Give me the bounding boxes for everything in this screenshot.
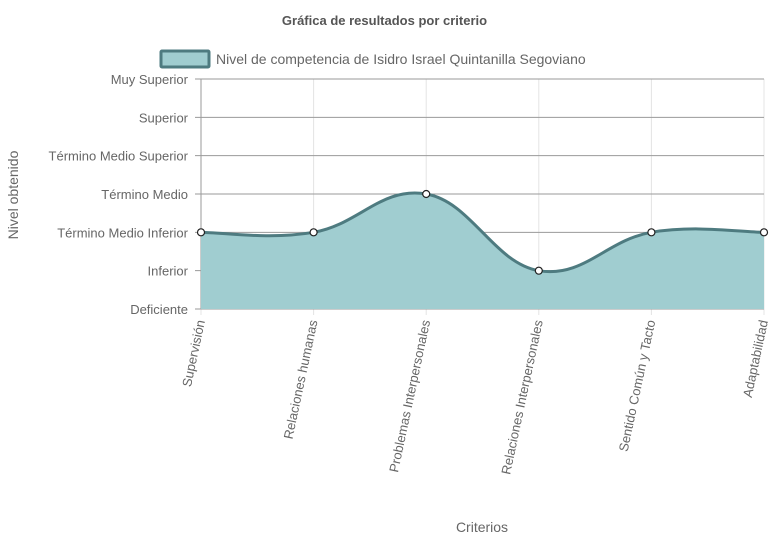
y-axis-ticks: Deficiente Inferior Término Medio Inferior… <box>49 72 189 317</box>
y-tick-label: Superior <box>139 110 189 125</box>
x-tick-label: Adaptabilidad <box>740 319 769 399</box>
data-point[interactable] <box>422 189 431 199</box>
data-point[interactable] <box>534 266 543 275</box>
x-tick-label: Sentido Común y Tacto <box>616 319 659 453</box>
y-tick-label: Inferior <box>148 264 189 279</box>
y-axis-title: Nivel obtenido <box>5 150 21 239</box>
x-tick-label: Problemas Interpersonales <box>386 318 433 474</box>
data-point[interactable] <box>309 228 318 237</box>
y-tick-label: Muy Superior <box>111 72 189 87</box>
chart-title: Gráfica de resultados por criterio <box>282 13 487 28</box>
legend-swatch[interactable] <box>159 49 211 69</box>
x-axis-title: Criterios <box>456 519 508 535</box>
x-tick-label: Relaciones humanas <box>281 318 321 440</box>
series-fill <box>201 192 764 309</box>
data-points <box>196 189 769 275</box>
data-point[interactable] <box>759 228 769 237</box>
x-axis-ticks: Supervisión Relaciones humanas Problemas I… <box>179 318 769 476</box>
legend-label: Nivel de competencia de Isidro Israel Qu… <box>216 51 586 67</box>
y-tick-label: Término Medio Superior <box>49 149 189 164</box>
series-area <box>200 191 765 309</box>
data-point[interactable] <box>196 228 206 237</box>
y-tick-label: Término Medio Inferior <box>57 225 188 240</box>
series-line <box>200 191 765 274</box>
y-tick-label: Deficiente <box>130 302 188 317</box>
data-point[interactable] <box>647 228 656 237</box>
y-tick-label: Término Medio <box>101 187 188 202</box>
x-tick-label: Supervisión <box>179 319 208 389</box>
x-tick-label: Relaciones Interpersonales <box>498 318 546 476</box>
